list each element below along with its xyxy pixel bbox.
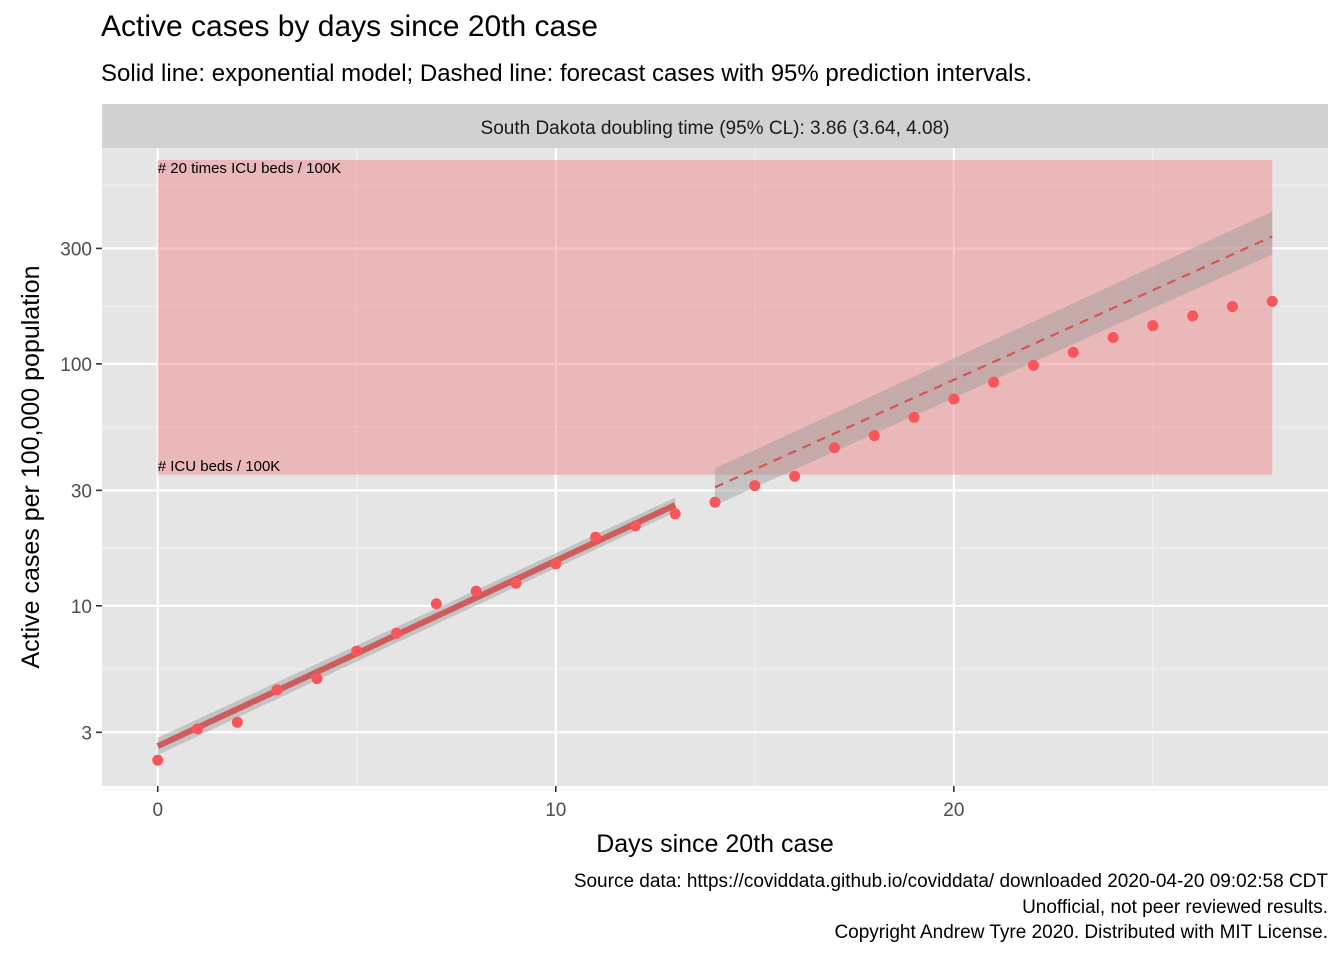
data-point [789, 470, 801, 482]
data-point [231, 716, 243, 728]
data-point [470, 585, 482, 597]
data-point [1067, 346, 1079, 358]
data-point [749, 480, 761, 492]
data-point [1226, 301, 1238, 313]
y-tick-label: 100 [60, 355, 92, 376]
y-tick-label: 300 [60, 239, 92, 260]
caption-copyright: Copyright Andrew Tyre 2020. Distributed … [834, 922, 1328, 943]
data-point [669, 508, 681, 520]
chart: South Dakota doubling time (95% CL): 3.8… [17, 104, 1328, 858]
axes-layer: 0 10 20 3 10 30 100 300 [60, 239, 964, 821]
model-fit-line [156, 502, 677, 749]
data-point [948, 393, 960, 405]
data-point [988, 376, 1000, 388]
caption-source: Source data: https://coviddata.github.io… [573, 871, 1328, 892]
y-tick-label: 30 [71, 481, 92, 502]
data-point [1187, 310, 1199, 322]
x-tick-label: 10 [545, 800, 566, 821]
model-layer [156, 211, 1273, 755]
data-point [868, 430, 880, 442]
data-point [1027, 359, 1039, 371]
data-point [709, 496, 721, 508]
data-point [550, 558, 562, 570]
facet-label: South Dakota doubling time (95% CL): 3.8… [481, 118, 950, 139]
forecast-prediction-interval [715, 211, 1273, 506]
data-point [590, 531, 602, 543]
x-tick-label: 20 [943, 800, 964, 821]
data-point [311, 673, 323, 685]
data-point [430, 598, 442, 610]
chart-subtitle: Solid line: exponential model; Dashed li… [101, 60, 1033, 87]
icu-beds-20x-label: # 20 times ICU beds / 100K [158, 160, 341, 177]
y-tick-label: 10 [71, 597, 92, 618]
icu-beds-band [157, 159, 1273, 475]
data-point [908, 411, 920, 423]
facet-strip [102, 104, 1328, 148]
forecast-line [714, 235, 1273, 489]
gridlines [102, 148, 1328, 791]
data-point [271, 684, 283, 696]
points-layer [152, 295, 1278, 766]
data-point [152, 754, 164, 766]
caption-disclaimer: Unofficial, not peer reviewed results. [1022, 897, 1328, 918]
icu-band-layer: # ICU beds / 100K # 20 times ICU beds / 1… [157, 159, 1273, 475]
data-point [1266, 295, 1278, 307]
data-point [1107, 331, 1119, 343]
chart-title: Active cases by days since 20th case [101, 10, 598, 43]
data-point [1147, 320, 1159, 332]
data-point [351, 645, 363, 657]
data-point [391, 627, 403, 639]
data-point [629, 520, 641, 532]
data-point [828, 442, 840, 454]
data-point [192, 723, 204, 735]
icu-beds-label: # ICU beds / 100K [158, 458, 281, 475]
y-axis-label: Active cases per 100,000 population [17, 265, 45, 668]
x-tick-label: 0 [152, 800, 163, 821]
data-point [510, 577, 522, 589]
y-tick-label: 3 [81, 723, 92, 744]
x-axis-label: Days since 20th case [596, 830, 834, 858]
